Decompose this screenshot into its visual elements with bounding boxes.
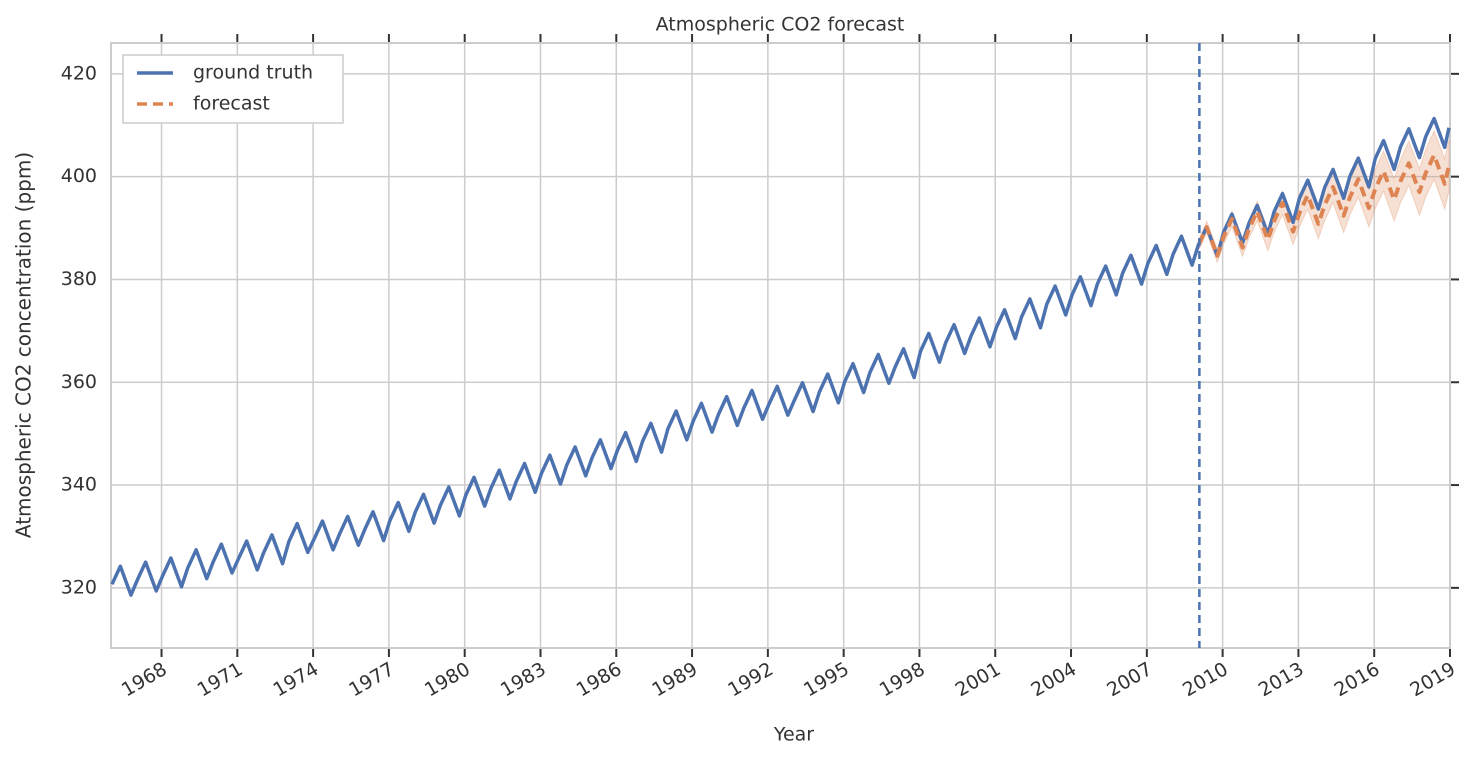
- data-line: [1197, 153, 1451, 258]
- y-tick-label: 320: [61, 576, 97, 598]
- chart-title: Atmospheric CO2 forecast: [656, 14, 905, 36]
- x-tick-label: 2019: [1406, 658, 1459, 701]
- x-tick-label: 2010: [1179, 658, 1232, 701]
- legend: ground truth forecast: [122, 54, 344, 124]
- y-tick-label: 360: [61, 371, 97, 393]
- y-tick-label: 380: [61, 268, 97, 290]
- x-tick-label: 1971: [194, 658, 247, 701]
- x-tick-label: 2013: [1255, 658, 1308, 701]
- x-tick-label: 1998: [876, 658, 929, 701]
- y-tick-label: 400: [61, 165, 97, 187]
- x-tick-label: 2007: [1103, 658, 1156, 701]
- y-tick-label: 420: [61, 62, 97, 84]
- y-axis-label: Atmospheric CO2 concentration (ppm): [12, 152, 36, 538]
- x-tick-label: 2016: [1331, 658, 1384, 701]
- legend-label: forecast: [193, 93, 270, 115]
- x-tick-label: 2001: [952, 658, 1005, 701]
- x-tick-label: 1992: [724, 658, 777, 701]
- plot-frame: [110, 42, 1451, 649]
- x-tick-label: 1986: [573, 658, 626, 701]
- legend-label: ground truth: [193, 62, 313, 84]
- x-tick-label: 1977: [345, 658, 398, 701]
- x-tick-label: 1974: [269, 658, 322, 701]
- x-tick-label: 1980: [421, 658, 474, 701]
- x-tick-label: 1983: [497, 658, 550, 701]
- confidence-band: [1198, 129, 1450, 265]
- legend-frame: [122, 54, 344, 124]
- x-tick-label: 2004: [1027, 658, 1080, 701]
- x-tick-label: 1989: [648, 658, 701, 701]
- x-tick-label: 1968: [118, 658, 171, 701]
- y-tick-label: 340: [61, 474, 97, 496]
- x-axis-label: Year: [773, 724, 814, 746]
- x-tick-label: 1995: [800, 658, 853, 701]
